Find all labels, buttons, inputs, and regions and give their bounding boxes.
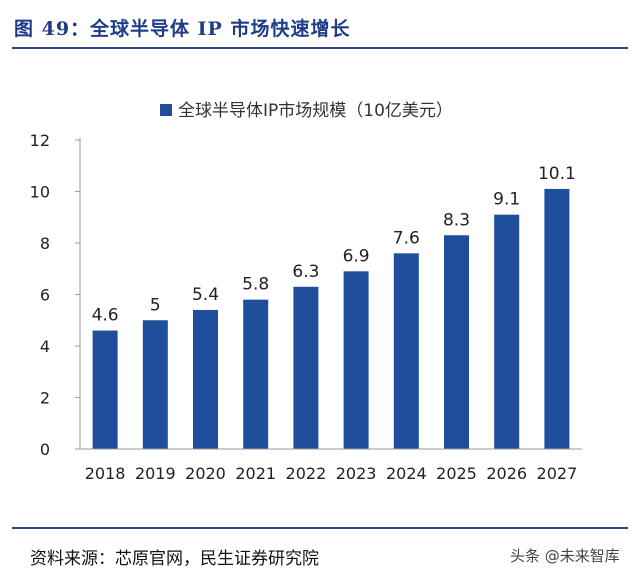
bar [293, 286, 319, 449]
data-label: 7.6 [393, 228, 420, 248]
source-note: 资料来源：芯原官网，民生证券研究院 [30, 549, 319, 569]
y-tick-label: 0 [40, 440, 50, 459]
bar [393, 253, 419, 449]
bar [544, 188, 570, 450]
data-label: 10.1 [538, 164, 576, 184]
bar [92, 330, 118, 449]
data-label: 5 [150, 295, 161, 315]
data-label: 6.3 [292, 262, 319, 282]
x-tick-label: 2021 [235, 464, 276, 483]
y-tick-label: 8 [40, 234, 50, 253]
data-label: 4.6 [92, 306, 119, 326]
bar [193, 309, 218, 449]
bars: 4.6 5 5.4 5.8 6.3 6.9 7.6 8.3 9.1 10.1 [92, 164, 576, 450]
y-tick-label: 2 [40, 389, 50, 408]
x-tick-label: 2026 [486, 464, 527, 483]
bar-chart: 全球半导体IP市场规模（10亿美元） 0 2 4 6 8 10 12 4.6 5 5.4 5.8 6… [30, 101, 582, 483]
legend: 全球半导体IP市场规模（10亿美元） [160, 101, 453, 121]
x-tick-label: 2023 [336, 464, 377, 483]
x-tick-label: 2018 [85, 464, 126, 483]
y-tick-label: 10 [30, 183, 50, 202]
figure-title: 图 49：全球半导体 IP 市场快速增长 [14, 18, 351, 40]
bar [243, 299, 269, 449]
bar [444, 235, 469, 449]
data-label: 9.1 [493, 190, 520, 210]
x-tick-label: 2027 [537, 464, 578, 483]
legend-label: 全球半导体IP市场规模（10亿美元） [178, 101, 453, 121]
x-tick-label: 2024 [386, 464, 427, 483]
top-divider [12, 47, 628, 49]
bottom-divider [12, 527, 628, 529]
data-label: 6.9 [343, 246, 370, 266]
data-label: 5.8 [242, 275, 269, 295]
x-tick-label: 2019 [135, 464, 176, 483]
data-label: 8.3 [443, 210, 470, 230]
x-axis: 2018 2019 2020 2021 2022 2023 2024 2025 2026 2027 [80, 448, 582, 483]
legend-swatch [160, 104, 172, 116]
bar [494, 214, 520, 449]
bar [343, 271, 369, 449]
data-label: 5.4 [192, 285, 219, 305]
y-axis: 0 2 4 6 8 10 12 [30, 131, 81, 459]
bar [142, 320, 168, 449]
watermark: 头条 @未来智库 [510, 547, 620, 565]
x-tick-label: 2020 [185, 464, 226, 483]
y-tick-label: 4 [40, 337, 50, 356]
y-tick-label: 12 [30, 131, 50, 150]
x-tick-label: 2022 [286, 464, 327, 483]
x-tick-label: 2025 [436, 464, 477, 483]
y-tick-label: 6 [40, 286, 50, 305]
